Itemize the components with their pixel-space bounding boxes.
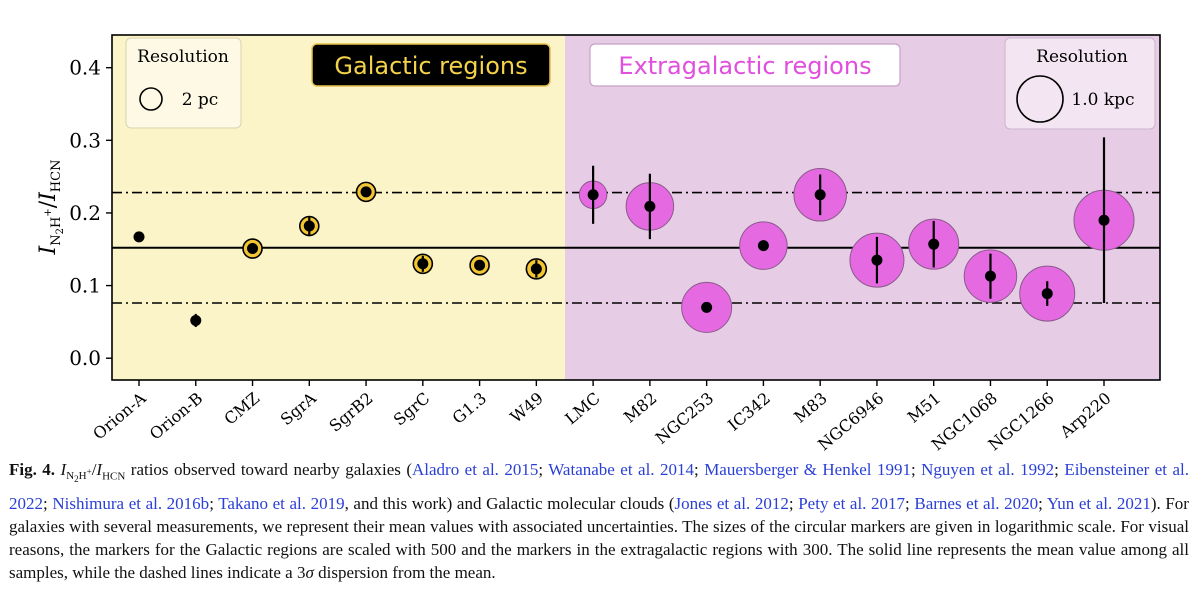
- svg-text:Extragalactic regions: Extragalactic regions: [618, 52, 871, 80]
- caption-text-2: , and this work) and Galactic molecular …: [344, 493, 675, 513]
- plot-frame: [111, 34, 1161, 381]
- extragalactic-legend-title: Resolution: [1036, 47, 1128, 67]
- ref-link-3[interactable]: Mauersberger & Henkel 1991: [704, 460, 911, 479]
- data-point-SgrC: [417, 258, 429, 270]
- data-point-Orion-B: [190, 314, 202, 326]
- x-tick-label-IC342: IC342: [724, 389, 774, 435]
- data-point-Orion-A: [133, 231, 145, 243]
- x-tick-label-M82: M82: [620, 389, 660, 427]
- ref-link-4[interactable]: Nguyen et al. 1992: [921, 460, 1055, 479]
- ref-link-9[interactable]: Pety et al. 2017: [798, 493, 906, 513]
- caption-ratio-sub2: HCN: [102, 470, 126, 483]
- ref-link-2[interactable]: Watanabe et al. 2014: [548, 460, 694, 479]
- y-axis-label: IN2H+/IHCN: [36, 160, 66, 256]
- ref-link-6[interactable]: Nishimura et al. 2016b: [52, 493, 210, 513]
- caption-text-3: ). For galaxies with several measurement…: [9, 493, 1189, 582]
- x-tick-label-Orion-A: Orion-A: [89, 388, 150, 443]
- data-point-NGC1068: [984, 270, 996, 282]
- ref-link-8[interactable]: Jones et al. 2012: [674, 493, 789, 513]
- galactic-regions-label: Galactic regions: [311, 43, 551, 87]
- extragalactic-regions-label: Extragalactic regions: [589, 43, 901, 87]
- x-tick-label-CMZ: CMZ: [220, 389, 263, 429]
- ref-link-7[interactable]: Takano et al. 2019: [218, 493, 345, 513]
- figure-label: Fig. 4.: [9, 460, 56, 479]
- caption-ratio: I: [60, 460, 67, 479]
- x-tick-label-M83: M83: [790, 389, 830, 427]
- figure-caption: Fig. 4. IN2H+/IHCN ratios observed towar…: [9, 460, 1189, 582]
- y-tick-label: 0.3: [69, 128, 101, 152]
- caption-text-4: dispersion from the mean.: [313, 562, 496, 582]
- svg-text:IN2H+/IHCN: IN2H+/IHCN: [36, 160, 66, 256]
- x-tick-label-SgrB2: SgrB2: [326, 389, 377, 436]
- data-point-G1.3: [474, 259, 486, 271]
- data-point-Arp220: [1098, 214, 1110, 226]
- y-tick-label: 0.4: [69, 56, 101, 80]
- caption-text-1: ratios observed toward nearby galaxies (: [125, 460, 413, 479]
- data-point-W49: [530, 263, 542, 275]
- data-point-LMC: [587, 189, 599, 201]
- extragalactic-legend-marker: [1016, 75, 1064, 123]
- data-point-M83: [814, 189, 826, 201]
- x-tick-label-SgrC: SgrC: [390, 389, 434, 430]
- caption-sigma: σ: [305, 562, 314, 582]
- caption-ratio-sub1: N2H+: [66, 466, 92, 485]
- y-tick-label: 0.0: [69, 346, 101, 370]
- ref-link-11[interactable]: Yun et al. 2021: [1046, 493, 1151, 513]
- ref-link-10[interactable]: Barnes et al. 2020: [914, 493, 1039, 513]
- data-point-SgrB2: [360, 186, 372, 198]
- galactic-resolution-legend: Resolution 2 pc: [125, 37, 242, 129]
- y-tick-label: 0.1: [69, 274, 101, 298]
- x-tick-label-SgrA: SgrA: [277, 388, 321, 429]
- data-point-NGC6946: [871, 254, 883, 266]
- galactic-legend-value: 2 pc: [182, 90, 219, 110]
- x-tick-label-W49: W49: [507, 389, 547, 427]
- x-tick-label-Orion-B: Orion-B: [146, 389, 206, 444]
- extragalactic-legend-value: 1.0 kpc: [1071, 90, 1134, 110]
- data-point-CMZ: [247, 243, 259, 255]
- galactic-legend-marker: [139, 87, 163, 111]
- y-tick-label: 0.2: [69, 201, 101, 225]
- galactic-legend-title: Resolution: [137, 47, 229, 67]
- data-point-IC342: [757, 240, 769, 252]
- data-point-NGC253: [701, 301, 713, 313]
- data-point-M82: [644, 200, 656, 212]
- data-point-NGC1266: [1041, 288, 1053, 300]
- x-tick-label-Arp220: Arp220: [1056, 389, 1115, 443]
- x-tick-label-G1.3: G1.3: [449, 389, 491, 428]
- svg-text:Galactic regions: Galactic regions: [334, 52, 527, 80]
- data-point-SgrA: [303, 220, 315, 232]
- extragalactic-resolution-legend: Resolution 1.0 kpc: [1004, 37, 1156, 130]
- x-tick-label-LMC: LMC: [561, 389, 603, 429]
- x-tick-label-NGC253: NGC253: [652, 389, 718, 448]
- ref-link-1[interactable]: Aladro et al. 2015: [412, 460, 539, 479]
- data-point-M51: [928, 238, 940, 250]
- ref-link-5[interactable]: Eibensteiner et al. 2022: [9, 460, 1189, 513]
- x-tick-label-M51: M51: [904, 389, 944, 427]
